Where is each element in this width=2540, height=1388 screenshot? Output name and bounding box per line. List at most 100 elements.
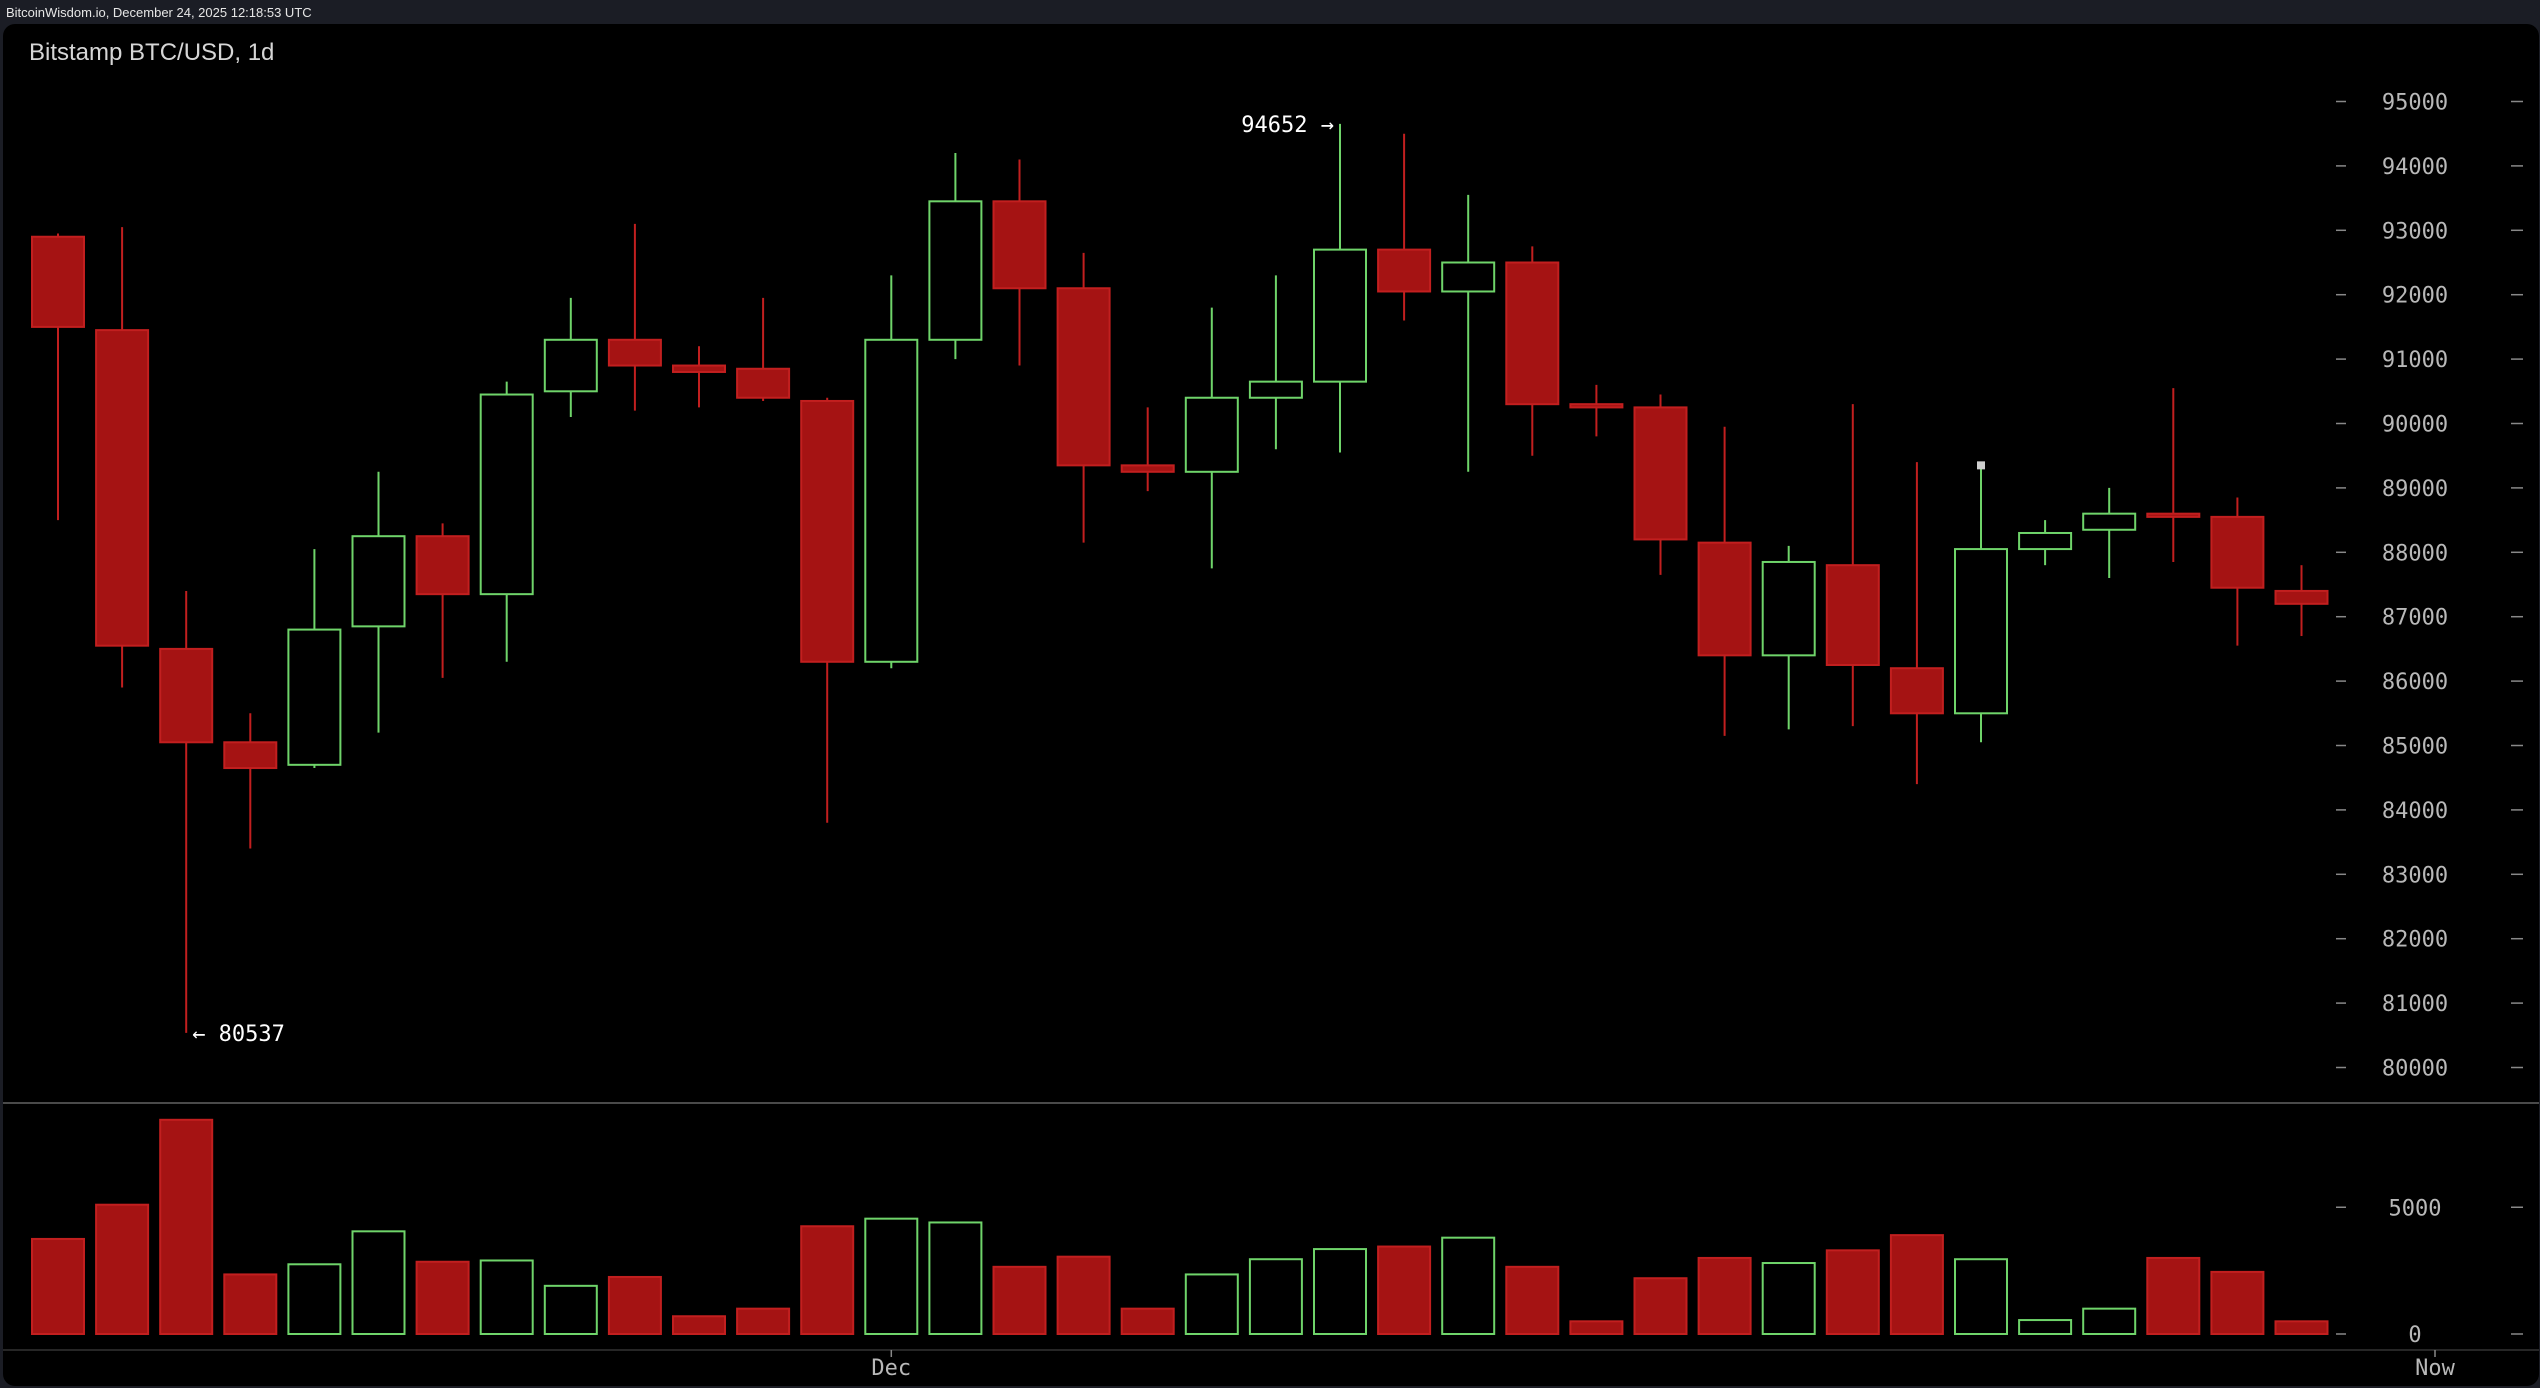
volume-bar-up: [1441, 1236, 1496, 1336]
volume-bar-up: [543, 1284, 598, 1335]
candle-down: [223, 713, 278, 849]
volume-bar-up: [1313, 1248, 1367, 1336]
volume-bar-down: [1889, 1234, 1944, 1336]
volume-bar-down: [736, 1307, 791, 1336]
candle-body: [1633, 406, 1688, 541]
high-price-label: 94652 →: [1241, 113, 1334, 138]
candle-body: [2146, 512, 2201, 518]
candle-up: [2018, 520, 2073, 566]
candle-body: [479, 393, 534, 596]
candle-down: [1697, 426, 1752, 736]
candle-body: [2210, 515, 2265, 589]
candle-body: [1184, 396, 1239, 473]
price-tick-label: 90000: [2382, 413, 2448, 438]
price-tick-label: 82000: [2382, 928, 2448, 953]
volume-bar-down: [223, 1273, 278, 1335]
price-tick-label: 93000: [2382, 219, 2448, 244]
volume-bar-up: [479, 1259, 534, 1335]
candle-body: [800, 399, 855, 663]
price-tick-label: 91000: [2382, 348, 2448, 373]
grid: [3, 1102, 2539, 1351]
candle-body: [1056, 287, 1111, 467]
volume-bar-down: [31, 1237, 85, 1335]
candle-up: [351, 471, 406, 733]
candle-body: [864, 338, 919, 663]
annotations: 94652 → ← 80537: [192, 113, 1334, 1047]
candle-up: [2082, 487, 2137, 579]
price-tick-label: 95000: [2382, 91, 2448, 116]
candle-body: [1825, 564, 1880, 666]
volume-bar-down: [95, 1203, 150, 1335]
time-tick-label: Dec: [871, 1356, 911, 1381]
candle-body: [672, 364, 726, 373]
candle-down: [1633, 394, 1688, 575]
candle-body: [1313, 248, 1367, 383]
candle-body: [2018, 531, 2073, 551]
candle-down: [31, 233, 85, 521]
price-tick-label: 92000: [2382, 284, 2448, 309]
candle-down: [1825, 404, 1880, 727]
price-tick-label: 83000: [2382, 863, 2448, 888]
candle-body: [1505, 261, 1560, 406]
candle-down: [2146, 388, 2201, 562]
candle-body: [1569, 403, 1624, 409]
candle-body: [736, 367, 791, 399]
time-axis: Dec Now: [871, 1350, 2456, 1381]
candlestick-chart[interactable]: 80000 81000 82000 83000 84000 85000 86000 87000…: [3, 24, 2539, 1386]
candle-down: [2210, 497, 2265, 646]
volume-bar-down: [1569, 1320, 1624, 1335]
volume-bar-down: [672, 1315, 726, 1336]
volume-bar-down: [800, 1225, 855, 1335]
candle-body: [543, 338, 598, 393]
candle-body: [607, 338, 662, 367]
volume-bar-down: [1697, 1256, 1752, 1335]
volume-bar-up: [928, 1221, 983, 1335]
candle-down: [607, 223, 662, 411]
volume-bar-down: [1825, 1249, 1880, 1335]
candle-body: [1377, 248, 1432, 293]
candle-body: [415, 535, 470, 596]
volume-bar-down: [1120, 1307, 1175, 1336]
price-candles: [31, 123, 2329, 1033]
candle-up: [479, 381, 534, 662]
price-tick-label: 89000: [2382, 477, 2448, 502]
candle-body: [928, 200, 983, 341]
volume-bar-up: [1761, 1262, 1816, 1336]
volume-bar-down: [1056, 1255, 1111, 1335]
time-tick-label: Now: [2415, 1356, 2455, 1381]
candle-down: [1505, 246, 1560, 456]
volume-bar-up: [2018, 1319, 2073, 1335]
candle-down: [415, 523, 470, 678]
candle-body: [1889, 667, 1944, 715]
candle-down: [672, 346, 726, 408]
candle-down: [159, 590, 214, 1033]
candle-up: [1761, 545, 1816, 730]
candle-body: [1120, 464, 1175, 473]
volume-bar-down: [1377, 1245, 1432, 1335]
candle-body: [992, 200, 1047, 290]
candle-down: [2274, 565, 2329, 637]
candle-body: [1697, 541, 1752, 657]
candle-up: [1313, 123, 1367, 453]
top-bar: BitcoinWisdom.io, December 24, 2025 12:1…: [0, 0, 2540, 24]
candle-down: [1120, 407, 1175, 492]
volume-bars: [31, 1118, 2329, 1336]
volume-bar-down: [1633, 1277, 1688, 1335]
candle-body: [223, 741, 278, 770]
volume-bar-down: [2146, 1256, 2201, 1335]
candle-body: [95, 329, 150, 647]
candle-down: [736, 297, 791, 401]
candle-up: [864, 275, 919, 669]
volume-bar-up: [2082, 1307, 2137, 1336]
candle-up: [1184, 307, 1239, 569]
volume-bar-down: [1505, 1265, 1560, 1336]
candle-body: [2274, 589, 2329, 605]
volume-bar-up: [1954, 1258, 2008, 1336]
candle-body: [351, 535, 406, 628]
price-tick-label: 87000: [2382, 606, 2448, 631]
candle-up: [1248, 275, 1303, 450]
candle-up: [1441, 194, 1496, 472]
candle-up: [287, 549, 342, 769]
volume-bar-up: [1184, 1273, 1239, 1335]
candle-down: [1056, 252, 1111, 543]
